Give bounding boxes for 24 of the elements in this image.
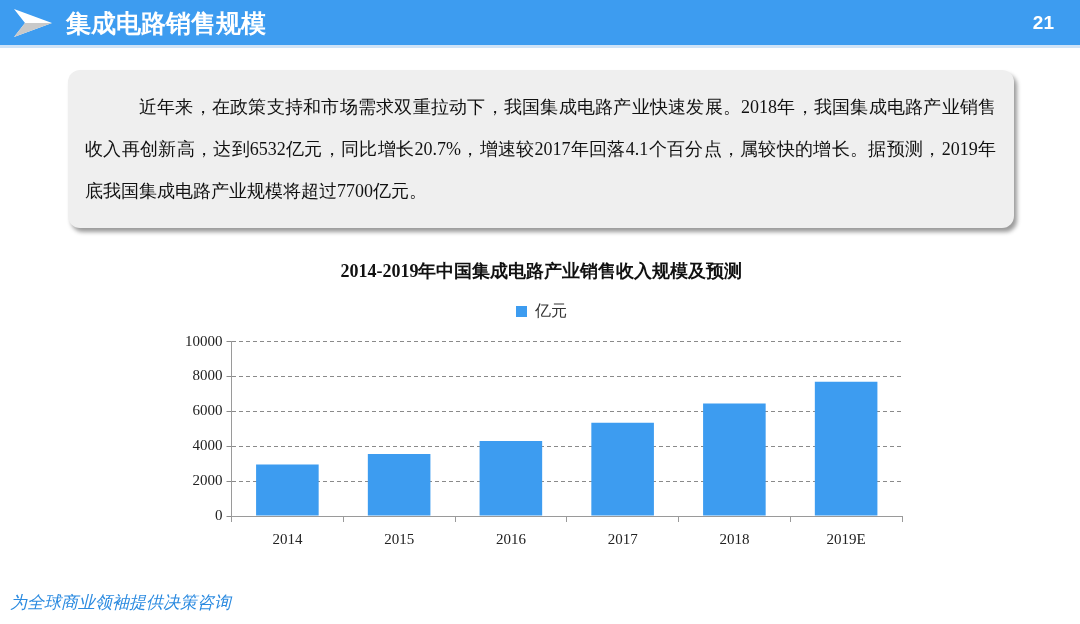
x-tick-label: 2014 <box>272 530 303 547</box>
x-tick-label: 2018 <box>719 530 750 547</box>
legend-label: 亿元 <box>534 302 567 320</box>
y-tick-label: 4000 <box>192 437 223 454</box>
x-tick-label: 2019E <box>826 530 866 547</box>
y-tick-label: 6000 <box>192 402 223 419</box>
bar <box>256 464 319 516</box>
y-tick-label: 8000 <box>192 367 223 384</box>
x-tick-label: 2016 <box>495 530 527 547</box>
x-tick-label: 2017 <box>607 530 639 547</box>
y-tick-label: 2000 <box>192 472 223 489</box>
text: 集成电路销售规模 <box>66 8 266 39</box>
bar <box>367 454 431 516</box>
bar <box>479 441 543 516</box>
x-tick-label: 2015 <box>384 530 415 547</box>
text: 近年来，在政策支持和市场需求双重拉动下，我国集成电路产业快速发展。2018年，我国集成电路产业销售收入再创新高，达到6532亿元，同比增长20.7%，增速较2017年回落4.1个百分点，属较快的增长。据预测，2019年底我国集成电路产业规模将超过7700亿元。 <box>85 97 996 201</box>
chart-title: 2014-2019年中国集成电路产业销售收入规模及预测 <box>340 261 743 282</box>
y-tick-label: 0 <box>215 506 223 523</box>
bar <box>814 381 878 516</box>
text: 为全球商业领袖提供决策咨询 <box>10 592 231 614</box>
bar <box>703 403 766 516</box>
y-tick-label: 10000 <box>185 332 223 349</box>
text: 21 <box>1032 11 1054 35</box>
bar <box>591 422 654 516</box>
